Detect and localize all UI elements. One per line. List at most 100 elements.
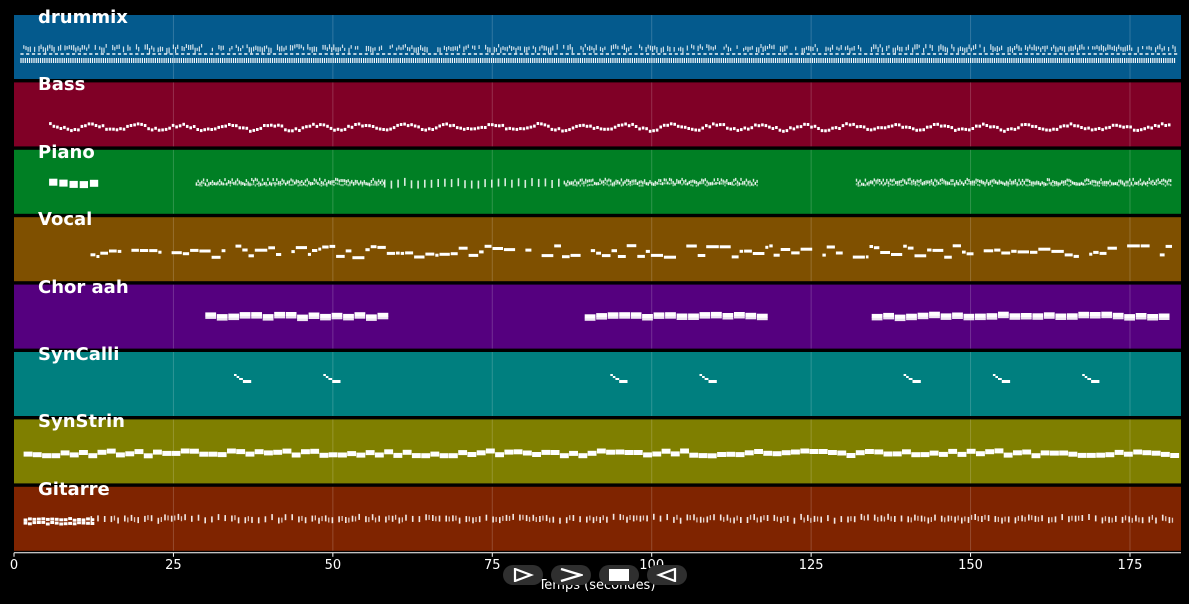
note	[443, 58, 445, 63]
note	[454, 46, 456, 51]
note	[400, 251, 405, 255]
note	[590, 58, 592, 63]
note	[1150, 46, 1152, 51]
note	[647, 182, 649, 186]
note	[1076, 124, 1080, 128]
note	[1068, 184, 1070, 187]
note	[341, 516, 343, 521]
note	[624, 180, 626, 184]
note	[41, 517, 46, 521]
note	[533, 124, 536, 128]
note	[880, 182, 883, 185]
rewind-button[interactable]	[647, 565, 687, 585]
note	[343, 182, 346, 185]
note	[984, 514, 986, 520]
note	[1172, 44, 1174, 49]
track-gitarre[interactable]	[14, 486, 1181, 551]
note	[713, 514, 715, 521]
note	[971, 180, 974, 184]
note	[183, 47, 185, 52]
note	[1151, 514, 1153, 520]
note	[271, 58, 274, 63]
note	[595, 182, 598, 185]
note	[868, 184, 870, 187]
track-drummix[interactable]	[14, 15, 1181, 79]
note	[708, 380, 717, 383]
play-button[interactable]	[503, 565, 543, 585]
track-synstrin[interactable]	[14, 419, 1181, 484]
note	[658, 178, 660, 182]
note	[1146, 184, 1149, 187]
note	[222, 45, 224, 50]
note	[604, 177, 606, 181]
note	[252, 128, 256, 132]
note	[1030, 53, 1034, 55]
note	[140, 53, 145, 55]
note	[389, 58, 391, 63]
note	[873, 246, 880, 250]
note	[894, 58, 896, 63]
track-syncalli[interactable]	[14, 352, 1181, 416]
fast-forward-button[interactable]	[551, 565, 591, 585]
note	[1168, 53, 1172, 55]
note	[313, 178, 315, 182]
track-vocal[interactable]	[14, 217, 1181, 282]
note	[994, 448, 1004, 454]
note	[1057, 184, 1059, 187]
note	[1059, 46, 1061, 50]
note	[654, 184, 656, 187]
note	[704, 183, 706, 186]
note	[649, 45, 651, 51]
note	[946, 181, 949, 185]
track-chor-aah[interactable]	[14, 284, 1181, 349]
note	[1101, 128, 1104, 132]
note	[287, 129, 291, 133]
note	[1087, 126, 1090, 130]
note	[779, 46, 782, 52]
note	[690, 58, 692, 63]
note	[347, 451, 357, 457]
note	[831, 58, 833, 63]
note	[740, 517, 742, 523]
note	[154, 58, 156, 63]
track-bass[interactable]	[14, 82, 1181, 147]
note	[1094, 515, 1097, 522]
note	[720, 182, 723, 185]
note	[925, 44, 927, 49]
note	[1135, 313, 1147, 317]
note	[603, 127, 606, 131]
note	[940, 515, 943, 522]
note	[433, 53, 437, 55]
note	[845, 122, 848, 126]
note	[861, 58, 863, 63]
note	[117, 58, 120, 63]
note	[619, 380, 628, 383]
note	[466, 127, 470, 130]
note	[85, 58, 87, 63]
note	[490, 58, 493, 63]
note	[701, 178, 703, 182]
track-piano[interactable]	[14, 149, 1181, 214]
note	[593, 48, 595, 53]
note	[235, 244, 242, 248]
note	[204, 517, 206, 524]
note	[733, 517, 735, 524]
note	[753, 514, 755, 521]
stop-button[interactable]	[599, 565, 639, 585]
note	[673, 58, 675, 63]
note	[865, 449, 874, 454]
note	[551, 58, 553, 63]
note	[994, 516, 997, 523]
note	[670, 58, 672, 63]
note	[237, 517, 240, 524]
note	[626, 183, 628, 186]
note	[883, 312, 894, 317]
note	[982, 182, 984, 185]
note	[329, 126, 333, 130]
note	[323, 58, 326, 63]
note	[967, 53, 971, 55]
note	[676, 514, 678, 520]
note	[824, 58, 826, 63]
note	[529, 125, 533, 129]
note	[123, 53, 127, 55]
